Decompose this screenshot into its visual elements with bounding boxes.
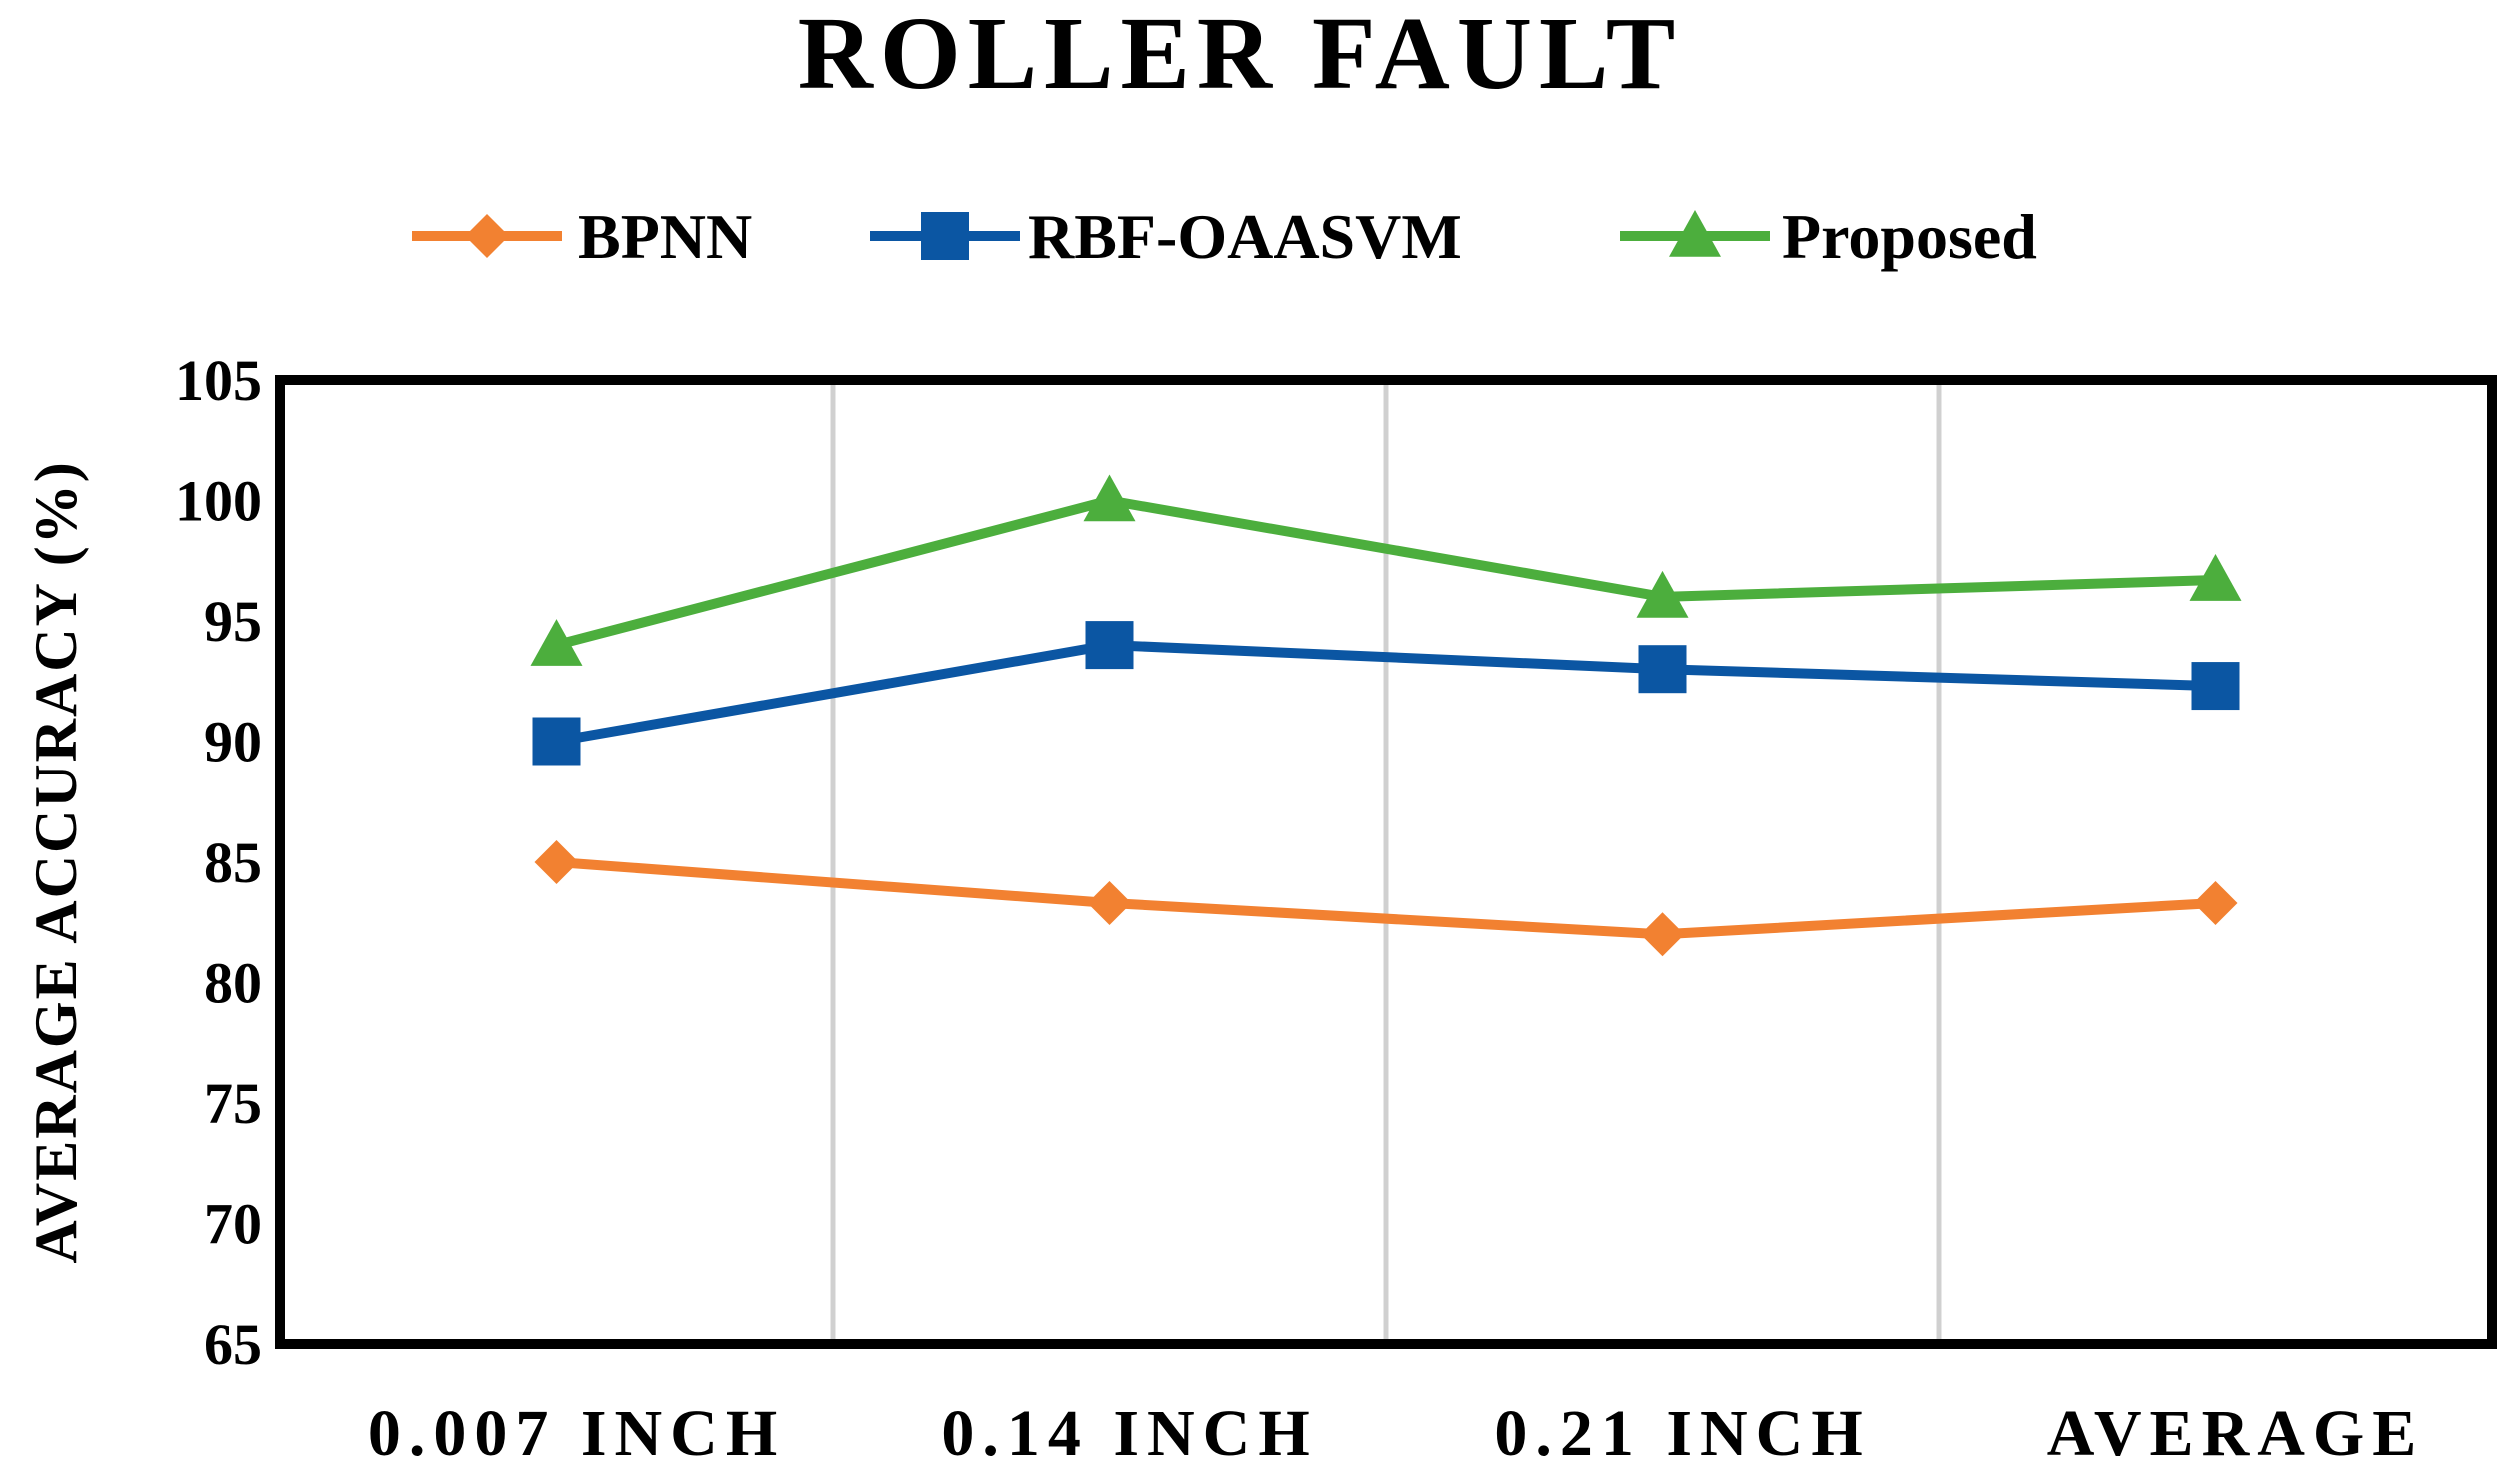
y-tick-label: 85 <box>204 830 262 895</box>
legend-marker <box>921 212 969 260</box>
legend-item: RBF-OAASVM <box>870 201 1462 272</box>
x-axis-ticks: 0.007 INCH 0.14 INCH 0.21 INCH AVERAGE <box>368 1397 2425 1470</box>
x-tick-label: AVERAGE <box>2047 1397 2425 1470</box>
y-tick-label: 80 <box>204 951 262 1016</box>
x-tick-label: 0.007 INCH <box>368 1397 785 1470</box>
y-tick-label: 105 <box>175 348 262 413</box>
data-point <box>1087 880 1132 925</box>
data-point <box>530 619 583 666</box>
legend-item: BPNN <box>412 201 752 272</box>
data-point <box>1638 645 1687 694</box>
y-tick-label: 100 <box>175 469 262 534</box>
series-markers <box>530 474 2242 957</box>
y-tick-label: 65 <box>204 1312 262 1377</box>
series-line <box>555 640 2216 747</box>
series-line <box>556 857 2216 940</box>
data-point <box>2193 880 2238 925</box>
legend-label: Proposed <box>1782 201 2037 272</box>
x-tick-label: 0.14 INCH <box>941 1397 1317 1470</box>
data-point <box>2189 554 2242 601</box>
chart-title: ROLLER FAULT <box>798 0 1682 111</box>
gridlines <box>830 380 1942 1344</box>
y-axis-ticks: 65 70 75 80 85 90 95 100 105 <box>175 348 262 1377</box>
legend: BPNN RBF-OAASVM Proposed <box>412 201 2037 272</box>
data-point <box>2191 662 2240 711</box>
y-axis-label: AVERAGE ACCURACY (%) <box>23 460 89 1263</box>
data-point <box>532 717 581 766</box>
data-point <box>1640 912 1685 957</box>
legend-marker <box>465 214 509 258</box>
y-tick-label: 70 <box>204 1192 262 1257</box>
data-point <box>1636 570 1689 618</box>
legend-marker <box>1669 210 1721 257</box>
data-point <box>1083 474 1136 522</box>
legend-label: RBF-OAASVM <box>1028 201 1462 272</box>
data-point <box>1085 621 1134 670</box>
series-line <box>555 495 2216 650</box>
legend-label: BPNN <box>578 201 752 272</box>
y-tick-label: 95 <box>204 589 262 654</box>
y-tick-label: 90 <box>204 710 262 775</box>
y-tick-label: 75 <box>204 1071 262 1136</box>
data-point <box>534 840 579 884</box>
x-tick-label: 0.21 INCH <box>1494 1397 1870 1470</box>
plot-area <box>275 375 2497 1349</box>
series-lines <box>555 495 2216 940</box>
legend-item: Proposed <box>1620 201 2037 272</box>
